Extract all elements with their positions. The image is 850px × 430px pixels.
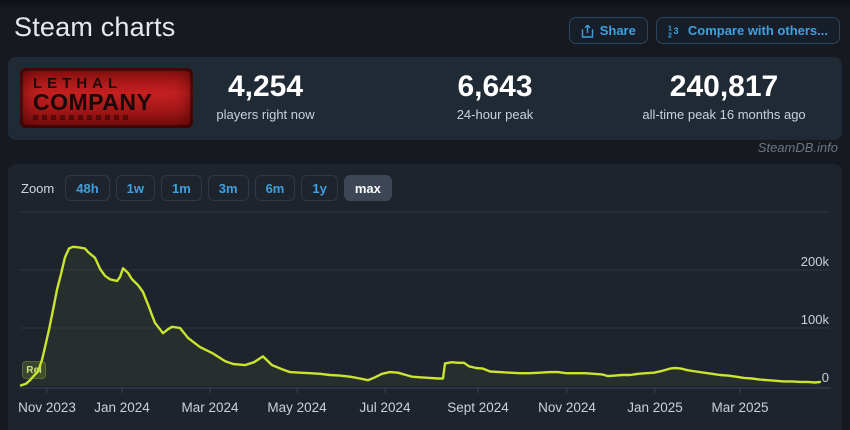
compare-with-others-button[interactable]: 1 2 3 Compare with others... xyxy=(655,17,840,44)
x-axis-label: Mar 2025 xyxy=(711,400,768,415)
svg-text:1: 1 xyxy=(668,25,672,32)
players-line xyxy=(19,245,822,387)
y-axis-label: 0 xyxy=(822,370,829,385)
x-axis-label: Mar 2024 xyxy=(181,400,239,415)
players-area-fill xyxy=(21,246,820,386)
share-button-label: Share xyxy=(599,23,636,38)
logo-fineprint-decoration xyxy=(33,115,129,120)
svg-text:3: 3 xyxy=(673,26,678,36)
x-axis-label: Jan 2024 xyxy=(94,400,150,415)
zoom-option-1w[interactable]: 1w xyxy=(115,175,155,201)
zoom-option-6m[interactable]: 6m xyxy=(254,175,296,201)
stat-all-time-peak: 240,817 all-time peak 16 months ago xyxy=(608,70,840,122)
lethal-company-logo[interactable]: LETHAL COMPANY xyxy=(20,68,193,128)
stat-value: 4,254 xyxy=(227,70,304,103)
sort-numeric-icon: 1 2 3 xyxy=(668,24,682,38)
top-edge-shade xyxy=(0,0,850,10)
logo-text-line2: COMPANY xyxy=(33,89,153,115)
stat-value: 6,643 xyxy=(457,70,533,103)
x-axis-label: May 2024 xyxy=(267,400,327,415)
zoom-option-max[interactable]: max xyxy=(343,175,392,201)
x-axis-label: Nov 2024 xyxy=(538,400,596,415)
stat-players-right-now: 4,254 players right now xyxy=(168,70,363,122)
share-button[interactable]: Share xyxy=(568,17,648,44)
zoom-option-3m[interactable]: 3m xyxy=(207,175,249,201)
page-title: Steam charts xyxy=(14,12,176,42)
chart-panel: Zoom 48h 1w 1m 3m 6m 1y max Rel Nov 2023 Jan 20… xyxy=(8,164,842,430)
stat-24-hour-peak: 6,643 24-hour peak xyxy=(400,70,590,122)
steamdb-watermark: SteamDB.info xyxy=(757,140,838,155)
stat-label: players right now xyxy=(216,107,315,122)
players-chart[interactable]: Nov 2023 Jan 2024 Mar 2024 May 2024 Jul 2024… xyxy=(8,164,842,430)
x-axis-label: Sept 2024 xyxy=(447,400,509,415)
share-icon xyxy=(581,24,594,38)
y-axis-label: 200k xyxy=(801,254,830,269)
header-buttons: Share 1 2 3 Compare with others... xyxy=(568,17,840,44)
stats-panel: LETHAL COMPANY 4,254 players right now 6… xyxy=(8,57,842,140)
stat-label: 24-hour peak xyxy=(456,107,534,122)
zoom-option-48h[interactable]: 48h xyxy=(65,175,110,201)
zoom-label: Zoom xyxy=(21,180,55,196)
zoom-buttons-group: 48h 1w 1m 3m 6m 1y max xyxy=(65,175,392,201)
compare-button-label: Compare with others... xyxy=(687,23,828,38)
x-axis-label: Jul 2024 xyxy=(359,400,411,415)
stat-label: all-time peak 16 months ago xyxy=(642,107,806,122)
y-axis-label: 100k xyxy=(801,312,830,327)
logo-text-line1: LETHAL xyxy=(33,75,123,92)
svg-text:2: 2 xyxy=(668,32,672,38)
zoom-option-1y[interactable]: 1y xyxy=(301,175,338,201)
stat-value: 240,817 xyxy=(669,70,779,103)
zoom-option-1m[interactable]: 1m xyxy=(160,175,202,201)
x-axis-label: Nov 2023 xyxy=(18,400,76,415)
zoom-controls: Zoom 48h 1w 1m 3m 6m 1y max xyxy=(21,175,392,201)
x-axis-label: Jan 2025 xyxy=(627,400,683,415)
